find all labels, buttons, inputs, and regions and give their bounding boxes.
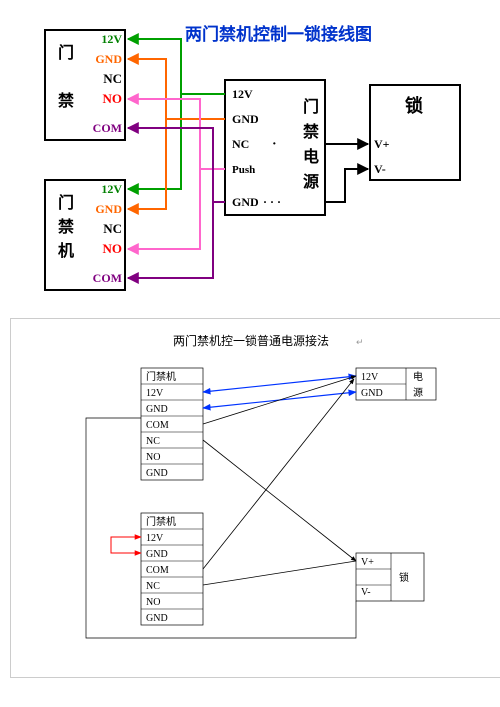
access1-pin-gnd: GND: [95, 52, 122, 66]
b-a1-com: COM: [146, 420, 169, 431]
wire-push: [128, 99, 225, 249]
access2-label-line1: 门: [58, 193, 74, 212]
b-a1-12v: 12V: [146, 388, 164, 399]
access1-pin-no: NO: [103, 91, 123, 106]
access1-pin-com: COM: [93, 121, 122, 135]
b-a2-com: COM: [146, 565, 169, 576]
b-lock: V+ V- 锁: [356, 553, 424, 601]
b-a2-12v: 12V: [146, 533, 164, 544]
b-wire-red: [111, 537, 141, 553]
access2-label-line2: 禁: [58, 218, 74, 236]
bottom-page: 两门禁机控一锁普通电源接法 ↵ 门禁机 12V GND COM NC NO GN…: [10, 318, 500, 678]
access1-pin-12v: 12V: [101, 32, 122, 46]
access-controller-2: 门 禁 机 12V GND NC NO COM: [45, 180, 125, 290]
access2-pin-nc: NC: [103, 221, 122, 236]
b-wire-blue: [203, 376, 356, 408]
access-power: 门 禁 电 源 12V GND NC · Push GND · · ·: [225, 80, 325, 215]
top-diagram: 两门禁机控制一锁接线图 门 禁 12V GND NC NO COM 门 禁 机 …: [10, 10, 500, 310]
power-label-1: 门: [303, 97, 319, 116]
b-lock-vp: V+: [361, 557, 374, 568]
b-power-label-2: 源: [413, 386, 423, 399]
bottom-diagram-svg: 两门禁机控一锁普通电源接法 ↵ 门禁机 12V GND COM NC NO GN…: [11, 323, 491, 673]
power-dots-2: · · ·: [263, 195, 281, 209]
b-a2-no: NO: [146, 597, 160, 608]
b-a2-label: 门禁机: [146, 515, 176, 528]
b-access-1: 门禁机 12V GND COM NC NO GND: [141, 368, 203, 480]
access2-pin-12v: 12V: [101, 182, 122, 196]
lock-box: 锁 V+ V-: [370, 85, 460, 180]
access2-pin-no: NO: [103, 241, 123, 256]
b-lock-label: 锁: [399, 571, 409, 584]
power-pin-push: Push: [232, 164, 255, 176]
power-dots-1: ·: [272, 137, 277, 152]
power-label-4: 源: [303, 172, 319, 191]
wire-lock: [325, 144, 368, 202]
power-label-2: 禁: [303, 123, 319, 141]
top-diagram-svg: 两门禁机控制一锁接线图 门 禁 12V GND NC NO COM 门 禁 机 …: [10, 10, 490, 310]
access2-label-line3: 机: [58, 241, 74, 260]
b-a1-gnd2: GND: [146, 468, 168, 479]
b-outer-frame: [86, 418, 356, 638]
bottom-title-marker: ↵: [356, 337, 364, 347]
b-a1-nc: NC: [146, 436, 160, 447]
b-a1-no: NO: [146, 452, 160, 463]
b-power-gnd: GND: [361, 388, 383, 399]
power-pin-gnd: GND: [232, 112, 259, 126]
b-a1-label: 门禁机: [146, 370, 176, 383]
b-a1-gnd: GND: [146, 404, 168, 415]
top-title: 两门禁机控制一锁接线图: [185, 24, 372, 44]
b-power-12v: 12V: [361, 372, 379, 383]
b-access-2: 门禁机 12V GND COM NC NO GND: [141, 513, 203, 625]
b-a2-gnd2: GND: [146, 613, 168, 624]
b-power: 12V GND 电 源: [356, 368, 436, 400]
power-pin-gnd2: GND: [232, 195, 259, 209]
b-wire-black: [203, 376, 356, 585]
wire-com: [128, 128, 225, 278]
b-power-label-1: 电: [413, 370, 423, 383]
access2-pin-com: COM: [93, 271, 122, 285]
wire-12v: [128, 39, 225, 189]
access2-pin-gnd: GND: [95, 202, 122, 216]
wire-gnd: [128, 59, 225, 209]
access1-label-line1: 门: [58, 43, 74, 62]
lock-pin-vminus: V-: [374, 162, 386, 176]
power-pin-12v: 12V: [232, 87, 253, 101]
access1-pin-nc: NC: [103, 71, 122, 86]
lock-pin-vplus: V+: [374, 137, 390, 151]
bottom-title: 两门禁机控一锁普通电源接法: [173, 333, 329, 348]
power-label-3: 电: [303, 147, 319, 166]
lock-label: 锁: [405, 95, 423, 116]
b-lock-vm: V-: [361, 587, 371, 598]
access-controller-1: 门 禁 12V GND NC NO COM: [45, 30, 125, 140]
power-pin-nc: NC: [232, 137, 249, 151]
b-a2-gnd: GND: [146, 549, 168, 560]
b-a2-nc: NC: [146, 581, 160, 592]
access1-label-line3: 禁: [58, 92, 74, 110]
